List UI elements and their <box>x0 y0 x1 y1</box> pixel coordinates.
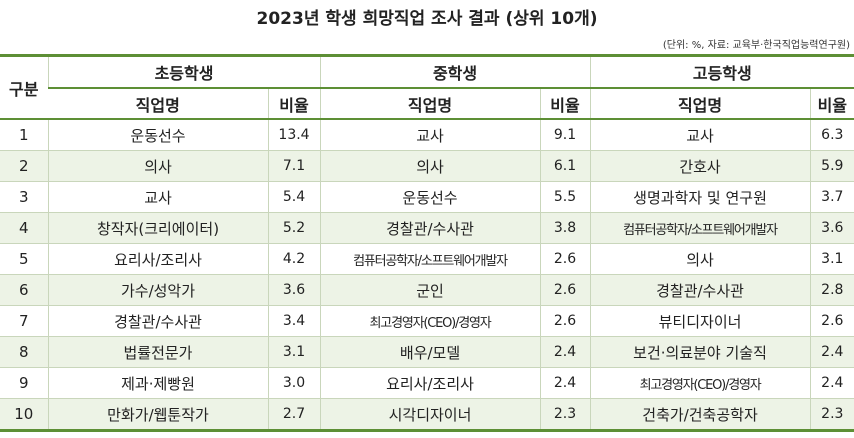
job-cell: 컴퓨터공학자/소프트웨어개발자 <box>319 243 541 275</box>
table-body: 1 운동선수 13.4 교사 9.1 교사 6.3 2 의사 7.1 의사 6.1 간호사 5.9 3 교사 5… <box>0 119 854 432</box>
column-header: 직업명 <box>48 88 268 120</box>
ratio-cell: 3.0 <box>267 367 321 399</box>
job-cell: 경찰관/수사관 <box>47 305 268 337</box>
ratio-cell: 2.4 <box>539 367 591 399</box>
title: 2023년 학생 희망직업 조사 결과 (상위 10개) <box>256 9 598 29</box>
job-cell: 군인 <box>319 274 541 306</box>
job-cell: 창작자(크리에이터) <box>47 212 268 244</box>
group-header: 고등학생 <box>589 54 854 89</box>
job-cell: 가수/성악가 <box>47 274 268 306</box>
corner-header: 구분 <box>0 54 48 120</box>
job-cell: 시각디자이너 <box>319 398 541 432</box>
ratio-cell: 3.6 <box>267 274 321 306</box>
table-row: 3 교사 5.4 운동선수 5.5 생명과학자 및 연구원 3.7 <box>0 181 854 213</box>
ratio-cell: 6.1 <box>539 150 591 182</box>
job-cell: 운동선수 <box>47 119 268 151</box>
ratio-cell: 3.1 <box>267 336 321 368</box>
ratio-cell: 2.3 <box>809 398 854 432</box>
job-cell: 운동선수 <box>319 181 541 213</box>
column-header: 직업명 <box>319 88 541 120</box>
group-header: 중학생 <box>319 54 591 89</box>
ratio-cell: 3.4 <box>267 305 321 337</box>
ratio-cell: 2.8 <box>809 274 854 306</box>
rank-cell: 7 <box>0 305 48 337</box>
job-cell: 경찰관/수사관 <box>589 274 811 306</box>
table: 구분 초등학생 중학생 고등학생 직업명 비율 직업명 비율 직업명 비율 1 운동선수 13.4 교사… <box>0 54 854 432</box>
job-cell: 경찰관/수사관 <box>319 212 541 244</box>
ratio-cell: 13.4 <box>267 119 321 151</box>
ratio-cell: 4.2 <box>267 243 321 275</box>
ratio-cell: 2.6 <box>539 243 591 275</box>
ratio-cell: 2.6 <box>539 305 591 337</box>
rank-cell: 10 <box>0 398 48 432</box>
ratio-cell: 3.1 <box>809 243 854 275</box>
table-row: 6 가수/성악가 3.6 군인 2.6 경찰관/수사관 2.8 <box>0 274 854 306</box>
job-cell: 최고경영자(CEO)/경영자 <box>319 305 541 337</box>
ratio-cell: 2.7 <box>267 398 321 432</box>
rank-cell: 9 <box>0 367 48 399</box>
table-row: 5 요리사/조리사 4.2 컴퓨터공학자/소프트웨어개발자 2.6 의사 3.1 <box>0 243 854 275</box>
ratio-cell: 5.4 <box>267 181 321 213</box>
rank-cell: 8 <box>0 336 48 368</box>
table-row: 8 법률전문가 3.1 배우/모델 2.4 보건·의료분야 기술직 2.4 <box>0 336 854 368</box>
ratio-cell: 2.6 <box>539 274 591 306</box>
job-cell: 요리사/조리사 <box>319 367 541 399</box>
header-row: 구분 초등학생 중학생 고등학생 <box>0 54 854 120</box>
rank-cell: 3 <box>0 181 48 213</box>
job-cell: 교사 <box>319 119 541 151</box>
column-header: 직업명 <box>589 88 811 120</box>
rank-cell: 5 <box>0 243 48 275</box>
ratio-cell: 6.3 <box>809 119 854 151</box>
job-cell: 의사 <box>319 150 541 182</box>
rank-cell: 4 <box>0 212 48 244</box>
job-cell: 배우/모델 <box>319 336 541 368</box>
job-cell: 건축가/건축공학자 <box>589 398 811 432</box>
job-cell: 의사 <box>47 150 268 182</box>
ratio-cell: 3.7 <box>809 181 854 213</box>
ratio-cell: 5.5 <box>539 181 591 213</box>
subheader-row: 직업명 비율 직업명 비율 직업명 비율 <box>0 88 854 120</box>
job-cell: 컴퓨터공학자/소프트웨어개발자 <box>589 212 811 244</box>
job-cell: 제과·제빵원 <box>47 367 268 399</box>
ratio-cell: 7.1 <box>267 150 321 182</box>
table-row: 2 의사 7.1 의사 6.1 간호사 5.9 <box>0 150 854 182</box>
rank-cell: 6 <box>0 274 48 306</box>
job-cell: 의사 <box>589 243 811 275</box>
column-header: 비율 <box>809 88 854 120</box>
job-cell: 법률전문가 <box>47 336 268 368</box>
ratio-cell: 5.9 <box>809 150 854 182</box>
job-cell: 생명과학자 및 연구원 <box>589 181 811 213</box>
ratio-cell: 2.6 <box>809 305 854 337</box>
column-header: 비율 <box>267 88 321 120</box>
job-cell: 최고경영자(CEO)/경영자 <box>589 367 811 399</box>
job-cell: 교사 <box>589 119 811 151</box>
table-row: 1 운동선수 13.4 교사 9.1 교사 6.3 <box>0 119 854 151</box>
ratio-cell: 2.4 <box>539 336 591 368</box>
table-row: 10 만화가/웹툰작가 2.7 시각디자이너 2.3 건축가/건축공학자 2.3 <box>0 398 854 432</box>
rank-cell: 1 <box>0 119 48 151</box>
ratio-cell: 3.6 <box>809 212 854 244</box>
job-cell: 요리사/조리사 <box>47 243 268 275</box>
ratio-cell: 5.2 <box>267 212 321 244</box>
column-header: 비율 <box>539 88 591 120</box>
table-row: 7 경찰관/수사관 3.4 최고경영자(CEO)/경영자 2.6 뷰티디자이너 2.6 <box>0 305 854 337</box>
ratio-cell: 2.3 <box>539 398 591 432</box>
ratio-cell: 9.1 <box>539 119 591 151</box>
job-cell: 만화가/웹툰작가 <box>47 398 268 432</box>
table-header: 구분 초등학생 중학생 고등학생 직업명 비율 직업명 비율 직업명 비율 <box>0 54 854 120</box>
ratio-cell: 2.4 <box>809 367 854 399</box>
ratio-cell: 3.8 <box>539 212 591 244</box>
source-note: (단위: %, 자료: 교육부·한국직업능력연구원) <box>662 40 850 51</box>
job-cell: 교사 <box>47 181 268 213</box>
table-row: 9 제과·제빵원 3.0 요리사/조리사 2.4 최고경영자(CEO)/경영자 2.4 <box>0 367 854 399</box>
job-cell: 뷰티디자이너 <box>589 305 811 337</box>
ratio-cell: 2.4 <box>809 336 854 368</box>
rank-cell: 2 <box>0 150 48 182</box>
job-cell: 보건·의료분야 기술직 <box>589 336 811 368</box>
group-header: 초등학생 <box>47 54 321 89</box>
table-row: 4 창작자(크리에이터) 5.2 경찰관/수사관 3.8 컴퓨터공학자/소프트웨어개발자 3… <box>0 212 854 244</box>
job-cell: 간호사 <box>589 150 811 182</box>
